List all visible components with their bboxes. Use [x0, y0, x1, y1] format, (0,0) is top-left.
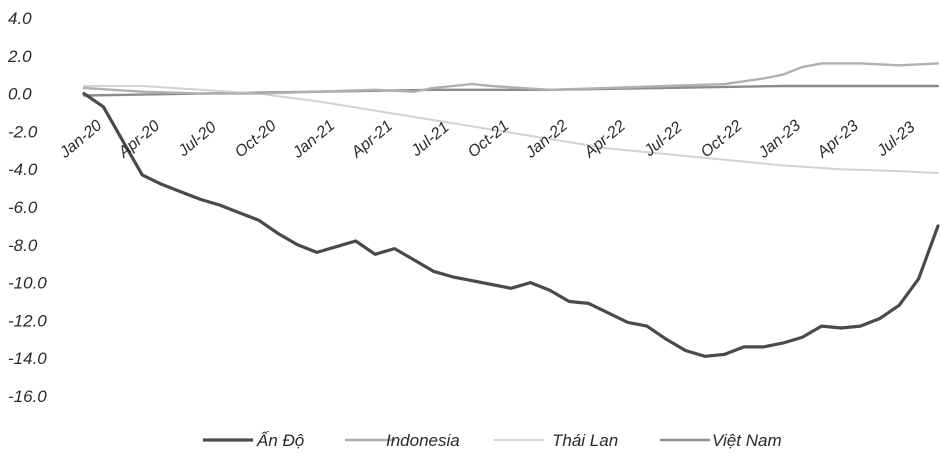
x-tick-label: Oct-22	[698, 117, 746, 161]
series-line-1	[82, 62, 940, 95]
x-tick-label: Jul-23	[873, 119, 918, 161]
x-tick-label: Apr-22	[581, 117, 629, 161]
x-tick-label: Apr-21	[348, 117, 396, 161]
y-tick-label: -16.0	[8, 387, 47, 406]
x-tick-label: Jul-20	[175, 119, 220, 161]
plot-lines	[82, 62, 940, 358]
legend: Ấn Độ Indonesia Thái Lan Việt Nam	[203, 431, 782, 450]
y-tick-label: -4.0	[8, 160, 38, 179]
legend-label-2: Thái Lan	[552, 431, 618, 450]
y-axis-tick-labels: 4.0 2.0 0.0 -2.0 -4.0 -6.0 -8.0 -10.0 -12.0 -14.0…	[7, 9, 47, 406]
y-tick-label: -14.0	[8, 349, 47, 368]
legend-label-1: Indonesia	[386, 431, 460, 450]
y-tick-label: -2.0	[8, 122, 38, 141]
x-tick-label: Jan-20	[56, 117, 105, 162]
y-tick-label: -6.0	[8, 198, 38, 217]
x-tick-label: Oct-20	[232, 117, 280, 161]
y-tick-label: 2.0	[7, 47, 32, 66]
x-axis-tick-labels: Jan-20 Apr-20 Jul-20 Oct-20 Jan-21 Apr-21 Jul-…	[56, 117, 918, 162]
y-tick-label: -10.0	[8, 274, 47, 293]
x-tick-label: Jan-22	[522, 117, 571, 162]
x-tick-label: Jul-21	[408, 119, 453, 161]
y-tick-label: -8.0	[8, 236, 38, 255]
x-tick-label: Oct-21	[465, 117, 513, 161]
series-line-0	[82, 92, 940, 358]
x-tick-label: Jan-23	[755, 117, 804, 162]
y-tick-label: -12.0	[8, 311, 47, 330]
x-tick-label: Apr-23	[814, 117, 862, 161]
y-tick-label: 0.0	[8, 85, 32, 104]
legend-label-0: Ấn Độ	[256, 431, 304, 450]
y-tick-label: 4.0	[8, 9, 32, 28]
legend-label-3: Việt Nam	[712, 431, 782, 450]
series-line-2	[83, 85, 939, 174]
x-tick-label: Jan-21	[289, 117, 338, 162]
